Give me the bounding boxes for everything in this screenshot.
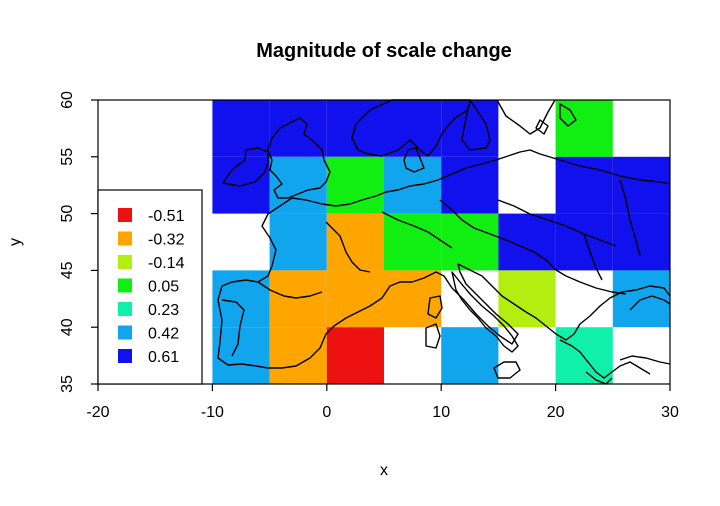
x-tick-label: -20	[86, 404, 109, 421]
y-tick-label: 35	[59, 375, 76, 393]
legend-swatch	[118, 255, 132, 269]
legend-swatch	[118, 325, 132, 340]
heatmap-cell	[555, 156, 613, 214]
legend-label: 0.05	[148, 279, 179, 296]
heatmap-cell	[269, 100, 327, 157]
x-tick-label: -10	[201, 404, 224, 421]
legend-label: -0.14	[148, 255, 185, 272]
heatmap-cell	[212, 270, 270, 328]
y-axis-label: y	[7, 238, 24, 246]
heatmap-cells	[212, 100, 670, 384]
coastline-map	[217, 99, 671, 385]
x-tick-label: 20	[547, 404, 565, 421]
legend-label: 0.61	[148, 349, 179, 366]
heatmap-cell	[384, 213, 442, 271]
y-tick-label: 45	[59, 261, 76, 279]
heatmap-cell	[326, 327, 384, 384]
heatmap-cell	[212, 327, 270, 384]
y-tick-label: 40	[59, 318, 76, 336]
legend-swatch	[118, 349, 132, 363]
heatmap-cell	[555, 213, 613, 271]
y-axis: 35 40 45 50 55 60	[59, 91, 98, 393]
heatmap-cell	[555, 100, 613, 157]
heatmap-cell	[326, 213, 384, 271]
heatmap-cell	[612, 213, 670, 271]
heatmap-cell	[326, 156, 384, 214]
heatmap-cell	[384, 270, 442, 328]
heatmap-cell	[269, 270, 327, 328]
x-tick-label: 30	[661, 404, 679, 421]
legend-swatch	[118, 231, 132, 246]
heatmap-cell	[384, 100, 442, 157]
y-tick-label: 50	[59, 205, 76, 223]
heatmap-cell	[498, 270, 556, 328]
legend-swatch	[118, 278, 132, 293]
heatmap-cell	[326, 270, 384, 328]
x-axis-label: x	[380, 462, 388, 479]
y-tick-label: 60	[59, 91, 76, 109]
x-axis: -20 -10 0 10 20 30	[86, 384, 679, 421]
legend-swatch	[118, 208, 132, 222]
x-tick-label: 10	[432, 404, 450, 421]
legend-swatch	[118, 302, 132, 316]
heatmap-cell	[555, 327, 613, 384]
chart-title: Magnitude of scale change	[256, 40, 512, 62]
heatmap-cell	[269, 327, 327, 384]
heatmap-cell	[441, 156, 499, 214]
heatmap-cell	[269, 213, 327, 271]
heatmap-cell	[441, 100, 499, 157]
legend-label: -0.51	[148, 208, 185, 225]
legend-label: 0.23	[148, 302, 179, 319]
y-tick-label: 55	[59, 148, 76, 166]
heatmap-cell	[441, 327, 499, 384]
heatmap-cell	[269, 156, 327, 214]
legend: -0.51 -0.32 -0.14 0.05 0.23 0.42 0.61	[97, 189, 203, 385]
heatmap-cell	[441, 213, 499, 271]
heatmap-cell	[212, 100, 270, 157]
heatmap-cell	[612, 156, 670, 214]
legend-label: -0.32	[148, 232, 185, 249]
legend-label: 0.42	[148, 326, 179, 343]
legend-box	[97, 189, 203, 385]
x-tick-label: 0	[322, 404, 331, 421]
